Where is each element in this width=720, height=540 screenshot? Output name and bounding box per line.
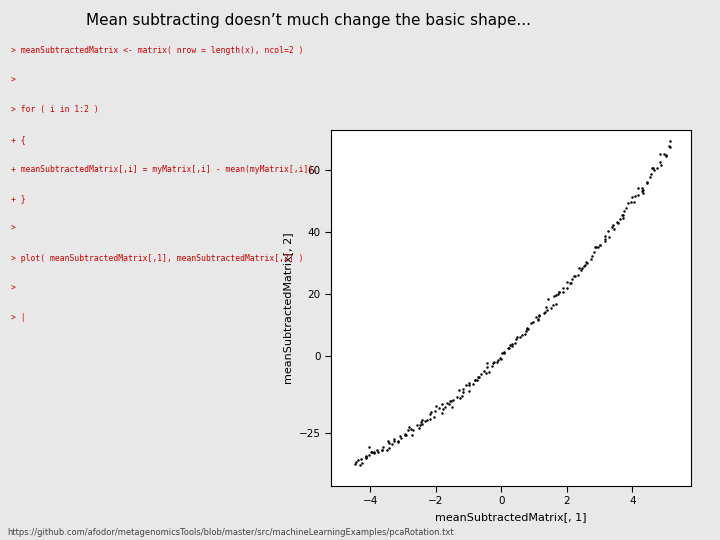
Text: Mean subtracting doesn’t much change the basic shape...: Mean subtracting doesn’t much change the… xyxy=(86,14,531,29)
Text: >: > xyxy=(11,224,16,233)
Text: >: > xyxy=(11,284,16,293)
Text: > |: > | xyxy=(11,313,25,322)
Text: > meanSubtractedMatrix <- matrix( nrow = length(x), ncol=2 ): > meanSubtractedMatrix <- matrix( nrow =… xyxy=(11,46,303,55)
Text: https://github.com/afodor/metagenomicsTools/blob/master/src/machineLearningExamp: https://github.com/afodor/metagenomicsTo… xyxy=(7,528,454,537)
Text: >: > xyxy=(11,76,16,85)
Text: + }: + } xyxy=(11,194,25,204)
Y-axis label: meanSubtractedMatrix[, 2]: meanSubtractedMatrix[, 2] xyxy=(283,232,293,383)
Text: > for ( i in 1:2 ): > for ( i in 1:2 ) xyxy=(11,105,99,114)
Text: > plot( meanSubtractedMatrix[,1], meanSubtractedMatrix[,2] ): > plot( meanSubtractedMatrix[,1], meanSu… xyxy=(11,254,303,263)
Text: + meanSubtractedMatrix[,i] = myMatrix[,i] - mean(myMatrix[,i]);: + meanSubtractedMatrix[,i] = myMatrix[,i… xyxy=(11,165,318,174)
X-axis label: meanSubtractedMatrix[, 1]: meanSubtractedMatrix[, 1] xyxy=(436,512,587,522)
Text: + {: + { xyxy=(11,135,25,144)
